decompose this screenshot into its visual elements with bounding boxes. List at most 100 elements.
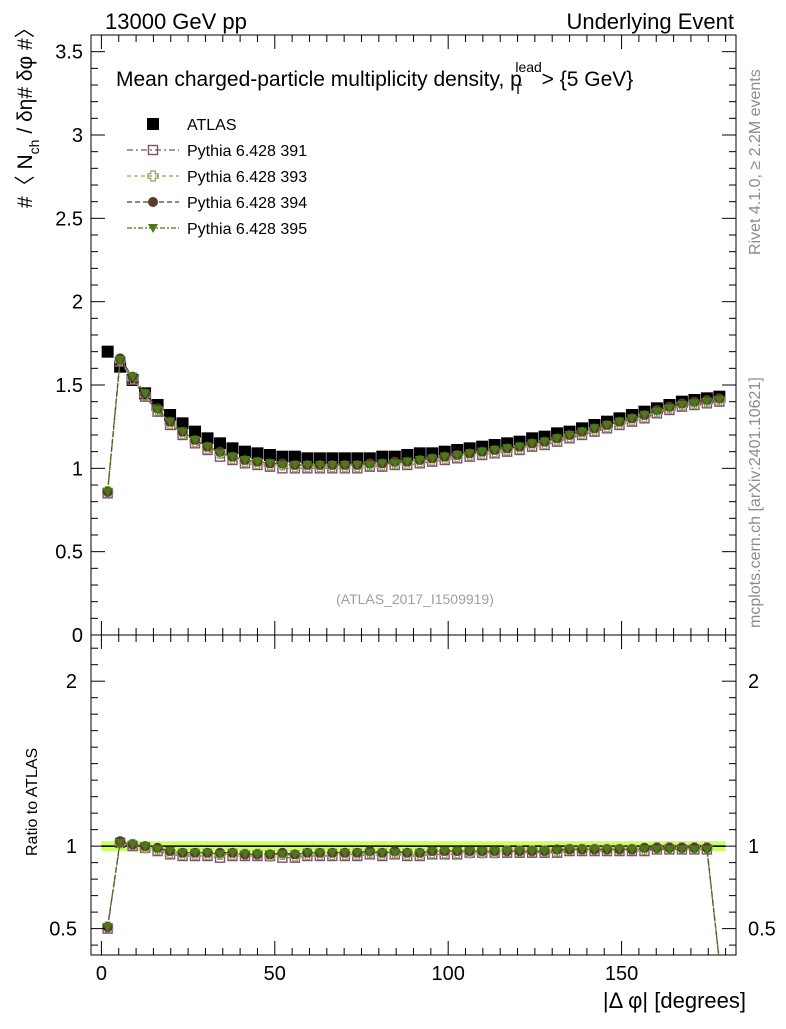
ratio-4-data-point (577, 845, 588, 855)
series-4-data-point (452, 451, 463, 460)
ratio-4-data-point (539, 847, 550, 857)
series-4-data-point (614, 417, 625, 427)
ratio-4-data-point (502, 847, 513, 857)
series-4-data-point (227, 452, 238, 462)
atlas-data-point (189, 425, 202, 438)
ratio-4-data-point (452, 847, 463, 857)
atlas-data-point (288, 450, 301, 463)
ratio-4-data-point (227, 848, 238, 858)
ratio-4-data-point (314, 848, 325, 858)
series-4-data-point (552, 434, 563, 444)
series-4-data-point (626, 414, 637, 424)
ratio-4-data-point (589, 845, 600, 855)
ratio-4-data-point (477, 847, 488, 857)
series-4-data-point (202, 442, 213, 452)
ratio-4-data-point (302, 848, 313, 858)
legend-marker (148, 197, 158, 207)
watermark: (ATLAS_2017_I1509919) (336, 591, 494, 607)
atlas-data-point (263, 449, 276, 461)
ratio-4-data-point (626, 845, 637, 855)
y-tick-label: 0 (72, 625, 83, 647)
plot-title-sup: lead (515, 59, 541, 75)
y-tick-label-right: 2 (748, 671, 759, 693)
ratio-4-data-point (277, 850, 288, 860)
y-tick-label: 1 (66, 836, 77, 858)
ratio-4-data-point (564, 845, 575, 855)
y-label-main-sub: ch (26, 140, 42, 155)
y-tick-label: 2.5 (55, 208, 83, 230)
ratio-4-data-point (364, 848, 375, 858)
y-axis-label-ratio: Ratio to ATLAS (24, 748, 41, 856)
series-4-data-point (402, 457, 413, 467)
series-4-data-point (651, 407, 662, 417)
legend: ATLAS Pythia 6.428 391 Pythia 6.428 393 Pyt… (127, 117, 307, 238)
y-tick-label: 2 (72, 292, 83, 314)
ratio-4-data-point (602, 845, 612, 855)
legend-marker-atlas (147, 118, 159, 130)
ratio-4-data-point (676, 845, 687, 855)
y-tick-label: 0.5 (55, 542, 83, 564)
x-tick-label: 100 (431, 963, 464, 985)
ratio-4-data-point (489, 847, 500, 857)
series-4-data-point (477, 447, 488, 457)
ratio-4-data-point (389, 848, 400, 858)
series-4-data-point (577, 427, 588, 437)
ratio-4-data-point (239, 850, 250, 860)
ratio-4-data-point (427, 847, 438, 857)
series-4-data-point (502, 444, 513, 454)
series-4-data-point (539, 437, 550, 447)
ratio-4-data-point (402, 848, 413, 858)
header-right: Underlying Event (566, 9, 734, 34)
atlas-data-point (214, 437, 226, 450)
series-4-data-point (102, 487, 113, 497)
ratio-4-data-point (689, 845, 700, 855)
y-tick-label: 3 (72, 125, 83, 147)
y-tick-label: 1.5 (55, 375, 83, 397)
series-4-data-point (714, 396, 725, 405)
atlas-data-point (176, 417, 189, 430)
series-4-data-point (676, 401, 687, 410)
rivet-label: Rivet 4.1.0, ≥ 2.2M events (747, 69, 764, 255)
series-4-data-point (377, 459, 388, 469)
ratio-4-data-point (639, 845, 650, 855)
series-4-data-point (252, 457, 263, 467)
legend-label: Pythia 6.428 395 (187, 221, 307, 238)
y-axis-label-main: #〈 Nch / δη# δφ #〉 (14, 17, 42, 208)
main-axes: 0 0.5 1 1.5 2 2.5 3 3.5 (55, 34, 736, 647)
series-4-data-point (352, 461, 363, 470)
legend-label: Pythia 6.428 394 (187, 195, 307, 212)
series-4-data-point (339, 461, 350, 470)
ratio-4-data-point (115, 838, 126, 848)
ratio-4-data-point (377, 848, 388, 858)
atlas-data-point (251, 447, 264, 460)
y-tick-label-right: 1 (748, 836, 759, 858)
y-tick-label: 3.5 (55, 42, 83, 64)
ratio-4-data-point (215, 850, 225, 860)
atlas-data-point (201, 432, 214, 445)
ratio-4-data-point (514, 847, 525, 857)
ratio-4-data-point (352, 848, 363, 858)
ratio-4-data-point (140, 842, 151, 852)
y-tick-label: 1 (72, 458, 83, 480)
x-tick-label: 0 (96, 963, 107, 985)
ratio-4-data-point (289, 850, 300, 860)
series-4-data-point (277, 461, 288, 470)
atlas-data-point (101, 345, 114, 358)
atlas-data-point (226, 442, 239, 455)
ratio-4-data-point (464, 847, 475, 857)
ratio-4-data-point (552, 847, 563, 857)
legend-label: Pythia 6.428 391 (187, 143, 307, 160)
ratio-3-data-point (714, 957, 724, 967)
legend-marker (147, 144, 159, 156)
ratio-2-data-point (714, 957, 724, 967)
ratio-4-data-point (252, 850, 263, 860)
ratio-4-data-point (165, 847, 176, 857)
ratio-4-data-point (127, 840, 138, 850)
series-4-data-point (602, 421, 612, 430)
series-4-data-point (701, 397, 712, 407)
ratio-plot-data (101, 836, 726, 967)
ratio-4-data-point (614, 845, 625, 855)
series-4-data-point (165, 417, 176, 427)
series-4-data-point (464, 449, 475, 459)
series-4-data-point (689, 399, 700, 409)
